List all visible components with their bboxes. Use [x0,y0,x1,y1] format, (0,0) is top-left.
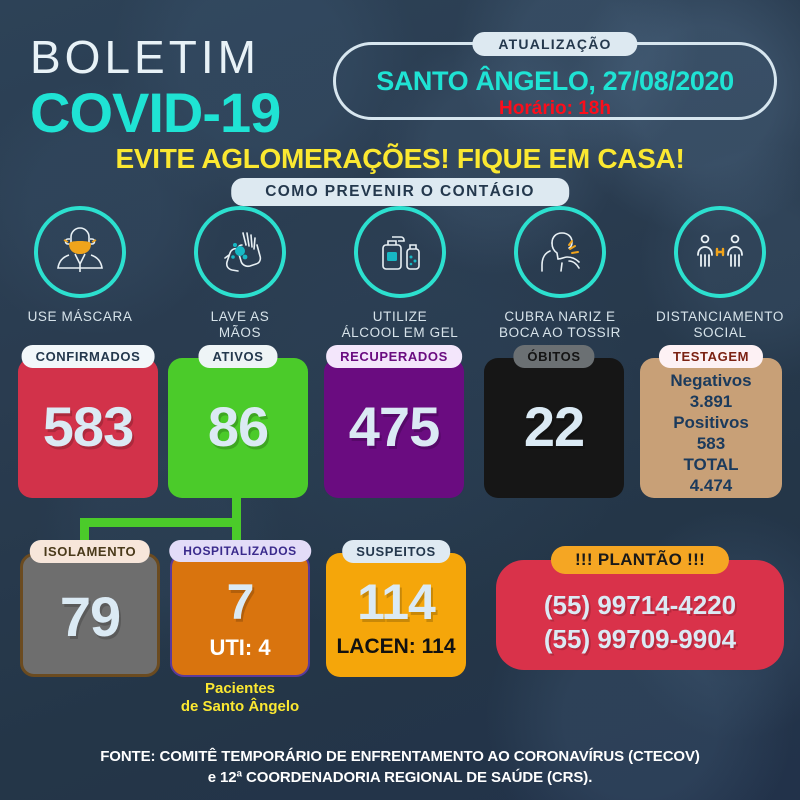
stat-card-value: 583 [42,395,134,458]
stat-card-value: 475 [348,395,440,458]
stat-card-value: 79 [59,585,121,648]
testagem-line: TOTAL [683,455,739,474]
testagem-line: 4.474 [689,476,733,495]
testagem-line: 3.891 [689,392,733,411]
footer-source: FONTE: COMITÊ TEMPORÁRIO DE ENFRENTAMENT… [0,746,800,788]
prevention-item-mask: USE MÁSCARA [0,206,160,341]
update-hour-text: Horário: 18h [499,98,611,119]
slogan-text: EVITE AGLOMERAÇÕES! FIQUE EM CASA! [115,143,685,174]
stat-card-label: HOSPITALIZADOS [169,540,311,562]
stat-card-label: ISOLAMENTO [29,540,151,563]
prevention-label: USE MÁSCARA [27,309,133,324]
prevention-item-cough: CUBRA NARIZ E BOCA AO TOSSIR [480,206,640,341]
poster-title-block: BOLETIM COVID-19 [30,31,281,144]
prevention-item-sanitizer: UTILIZE ÁLCOOL EM GEL [320,206,480,341]
stat-card-isolamento: ISOLAMENTO 79 [20,540,160,677]
prevention-item-wash-hands: LAVE AS MÃOS [160,206,320,341]
update-panel: ATUALIZAÇÃO SANTO ÂNGELO, 27/08/2020 Hor… [333,32,777,120]
stat-card-obitos: ÓBITOS 22 [484,345,624,498]
social-distancing-icon [674,206,766,298]
stat-card-ativos: ATIVOS 86 [168,345,308,498]
prevention-label: LAVE AS MÃOS [210,309,270,340]
stat-card-label: RECUPERADOS [326,345,462,368]
stat-card-confirmados: CONFIRMADOS 583 [18,345,158,498]
prevention-item-distancing: DISTANCIAMENTO SOCIAL [640,206,800,341]
hospitalizados-note: Pacientes de Santo Ângelo [181,680,299,716]
update-chip-label: ATUALIZAÇÃO [472,32,638,56]
page-title: BOLETIM [30,31,260,83]
stat-card-value: 22 [523,395,585,458]
prevention-label: DISTANCIAMENTO SOCIAL [656,309,784,340]
testagem-line: 583 [696,434,726,453]
testagem-line: Positivos [673,413,749,432]
plantao-chip-label: !!! PLANTÃO !!! [550,546,730,574]
stat-card-recuperados: RECUPERADOS 475 [324,345,464,498]
stat-card-label: ATIVOS [198,345,278,368]
footer-line-2: e 12ª COORDENADORIA REGIONAL DE SAÚDE (C… [207,769,593,786]
hospitalizados-note-line2: de Santo Ângelo [180,698,300,715]
footer-line-1: FONTE: COMITÊ TEMPORÁRIO DE ENFRENTAMENT… [100,748,700,765]
plantao-phone-1[interactable]: (55) 99714-4220 [543,590,737,620]
page-subtitle-covid: COVID-19 [30,81,281,144]
stat-card-label: TESTAGEM [658,345,764,368]
washing-hands-icon [194,206,286,298]
connector-horizontal-branch [80,518,241,527]
stat-card-value: 7 [226,574,255,630]
prevention-icon-row: USE MÁSCARA LAVE AS MÃOS [0,206,800,341]
stat-card-label: SUSPEITOS [342,540,450,563]
stat-card-value: 114 [357,574,436,630]
connector-vertical-isolamento [80,518,89,554]
stat-card-suspeitos: SUSPEITOS 114 LACEN: 114 [326,540,466,677]
stat-card-label: CONFIRMADOS [21,345,155,368]
prevention-label: UTILIZE ÁLCOOL EM GEL [341,309,459,340]
plantao-phone-2[interactable]: (55) 99709-9904 [543,624,737,654]
plantao-panel: !!! PLANTÃO !!! (55) 99714-4220 (55) 997… [496,546,784,670]
stat-card-hospitalizados: HOSPITALIZADOS 7 UTI: 4 [169,540,311,677]
stat-card-testagem: TESTAGEM Negativos 3.891 Positivos 583 T… [640,345,782,498]
hospitalizados-note-line1: Pacientes [204,680,276,697]
face-mask-icon [34,206,126,298]
cough-elbow-icon [514,206,606,298]
city-date-text: SANTO ÂNGELO, 27/08/2020 [376,66,734,96]
prevention-label: CUBRA NARIZ E BOCA AO TOSSIR [499,309,621,340]
prevention-section-chip: COMO PREVENIR O CONTÁGIO [231,178,569,206]
stat-card-subvalue: UTI: 4 [209,635,271,660]
stat-card-label: ÓBITOS [513,345,595,368]
hand-sanitizer-icon [354,206,446,298]
testagem-line: Negativos [670,371,752,390]
stat-card-value: 86 [207,395,269,458]
stat-card-subvalue: LACEN: 114 [336,635,456,658]
